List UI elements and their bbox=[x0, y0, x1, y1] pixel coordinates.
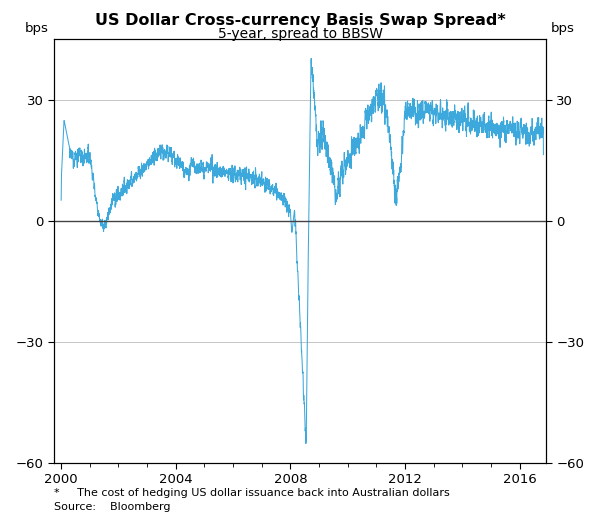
Text: bps: bps bbox=[25, 22, 49, 35]
Text: bps: bps bbox=[551, 22, 575, 35]
Text: US Dollar Cross-currency Basis Swap Spread*: US Dollar Cross-currency Basis Swap Spre… bbox=[95, 13, 505, 28]
Text: 5-year, spread to BBSW: 5-year, spread to BBSW bbox=[218, 27, 383, 42]
Text: *     The cost of hedging US dollar issuance back into Australian dollars: * The cost of hedging US dollar issuance… bbox=[54, 488, 450, 498]
Text: Source:    Bloomberg: Source: Bloomberg bbox=[54, 502, 170, 512]
